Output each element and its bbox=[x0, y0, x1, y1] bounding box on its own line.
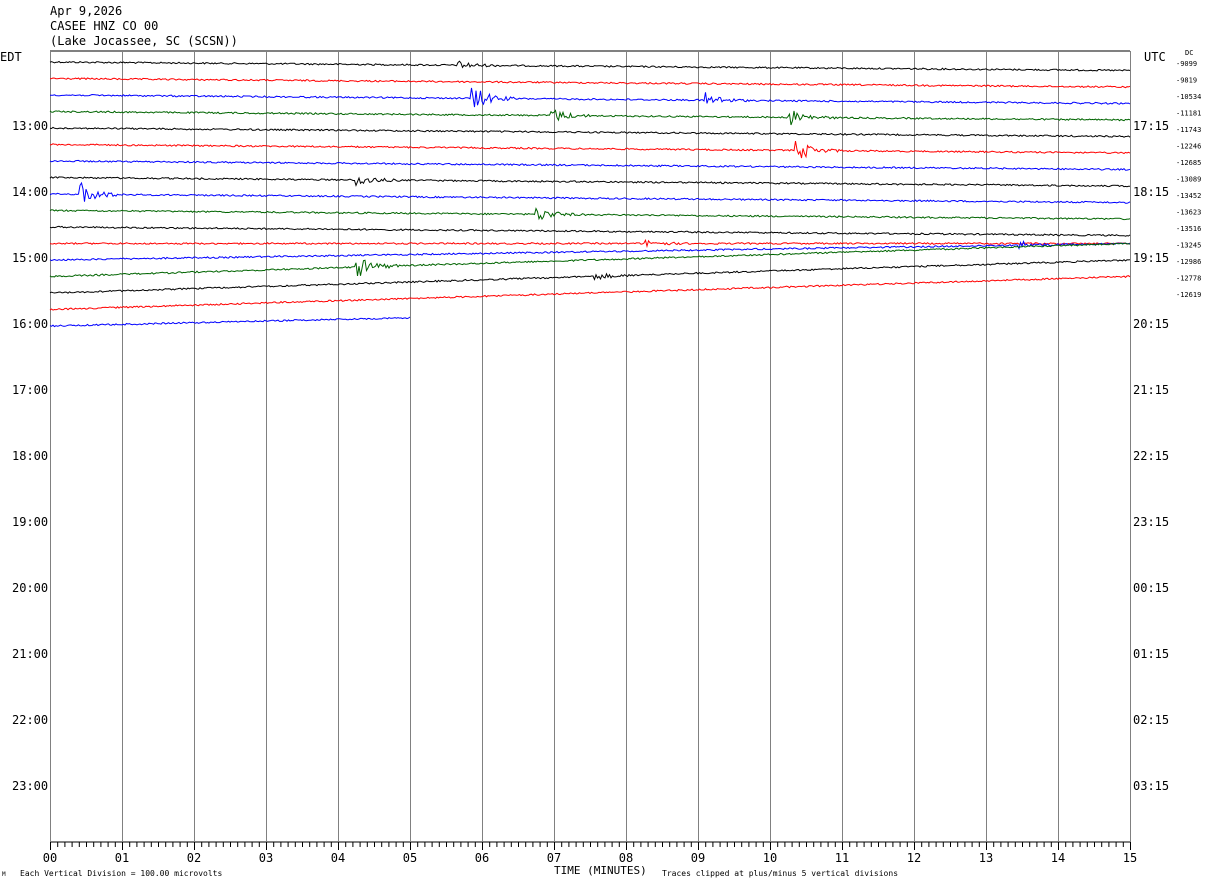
trace-line bbox=[49, 316, 411, 328]
dc-offset-label: -13089 bbox=[1176, 176, 1201, 184]
dc-offset-label: -12246 bbox=[1176, 143, 1201, 151]
x-tick-label: 02 bbox=[187, 851, 201, 865]
x-axis-title: TIME (MINUTES) bbox=[554, 864, 647, 877]
dc-offset-label: -12986 bbox=[1176, 258, 1201, 266]
x-tick-label: 07 bbox=[547, 851, 561, 865]
trace-line bbox=[49, 275, 1131, 311]
dc-offset-label: -11743 bbox=[1176, 126, 1201, 134]
left-hour-label: 23:00 bbox=[12, 779, 48, 793]
trace-line bbox=[49, 126, 1131, 138]
dc-offset-label: -13452 bbox=[1176, 192, 1201, 200]
x-tick-label: 08 bbox=[619, 851, 633, 865]
x-tick-label: 09 bbox=[691, 851, 705, 865]
trace-line bbox=[49, 240, 1131, 262]
left-hour-label: 17:00 bbox=[12, 383, 48, 397]
trace-line bbox=[49, 176, 1131, 188]
right-hour-label: 17:15 bbox=[1133, 119, 1169, 133]
left-hour-label: 13:00 bbox=[12, 119, 48, 133]
left-hour-label: 21:00 bbox=[12, 647, 48, 661]
dc-offset-label: -11181 bbox=[1176, 110, 1201, 118]
station-label: CASEE HNZ CO 00 bbox=[50, 19, 159, 33]
right-hour-label: 02:15 bbox=[1133, 713, 1169, 727]
dc-offset-label: -13245 bbox=[1176, 242, 1201, 250]
right-timezone-label: UTC bbox=[1144, 50, 1166, 64]
trace-line bbox=[49, 225, 1131, 237]
x-tick-label: 00 bbox=[43, 851, 57, 865]
corner-mark: M bbox=[2, 871, 6, 878]
right-hour-label: 00:15 bbox=[1133, 581, 1169, 595]
trace-line bbox=[49, 159, 1131, 171]
scale-note: Each Vertical Division = 100.00 microvol… bbox=[20, 869, 223, 878]
left-hour-label: 16:00 bbox=[12, 317, 48, 331]
clip-note: Traces clipped at plus/minus 5 vertical … bbox=[662, 869, 899, 878]
right-hour-label: 20:15 bbox=[1133, 317, 1169, 331]
right-hour-label: 01:15 bbox=[1133, 647, 1169, 661]
x-tick-label: 14 bbox=[1051, 851, 1065, 865]
dc-offset-label: -12619 bbox=[1176, 291, 1201, 299]
dc-offset-label: -10534 bbox=[1176, 93, 1201, 101]
dc-offset-label: -9099 bbox=[1176, 60, 1197, 68]
right-hour-label: 21:15 bbox=[1133, 383, 1169, 397]
left-hour-label: 20:00 bbox=[12, 581, 48, 595]
x-tick-label: 10 bbox=[763, 851, 777, 865]
dc-offset-label: -12685 bbox=[1176, 159, 1201, 167]
x-tick-label: 06 bbox=[475, 851, 489, 865]
right-hour-label: 19:15 bbox=[1133, 251, 1169, 265]
location-label: (Lake Jocassee, SC (SCSN)) bbox=[50, 34, 238, 48]
x-tick-label: 03 bbox=[259, 851, 273, 865]
x-tick-label: 04 bbox=[331, 851, 345, 865]
trace-line bbox=[49, 141, 1131, 159]
dc-offset-label: -13623 bbox=[1176, 209, 1201, 217]
right-hour-label: 22:15 bbox=[1133, 449, 1169, 463]
trace-line bbox=[49, 181, 1131, 204]
x-tick-label: 12 bbox=[907, 851, 921, 865]
trace-line bbox=[49, 207, 1131, 221]
dc-offset-label: -13516 bbox=[1176, 225, 1201, 233]
dc-header-label: DC bbox=[1185, 49, 1194, 57]
trace-line bbox=[49, 60, 1131, 72]
trace-line bbox=[49, 77, 1131, 89]
x-tick-label: 11 bbox=[835, 851, 849, 865]
x-tick-label: 05 bbox=[403, 851, 417, 865]
trace-line bbox=[49, 238, 1131, 249]
dc-offset-label: -9819 bbox=[1176, 77, 1197, 85]
right-hour-label: 23:15 bbox=[1133, 515, 1169, 529]
x-tick-label: 15 bbox=[1123, 851, 1137, 865]
left-hour-label: 22:00 bbox=[12, 713, 48, 727]
date-label: Apr 9,2026 bbox=[50, 4, 123, 18]
left-timezone-label: EDT bbox=[0, 50, 22, 64]
left-hour-label: 19:00 bbox=[12, 515, 48, 529]
x-tick-label: 01 bbox=[115, 851, 129, 865]
trace-line bbox=[49, 258, 1131, 294]
trace-line bbox=[50, 87, 1131, 108]
dc-offset-label: -12778 bbox=[1176, 275, 1201, 283]
left-hour-label: 14:00 bbox=[12, 185, 48, 199]
right-hour-label: 18:15 bbox=[1133, 185, 1169, 199]
right-hour-label: 03:15 bbox=[1133, 779, 1169, 793]
trace-line bbox=[49, 242, 1131, 278]
x-tick-label: 13 bbox=[979, 851, 993, 865]
left-hour-label: 15:00 bbox=[12, 251, 48, 265]
trace-line bbox=[49, 109, 1131, 126]
left-hour-label: 18:00 bbox=[12, 449, 48, 463]
